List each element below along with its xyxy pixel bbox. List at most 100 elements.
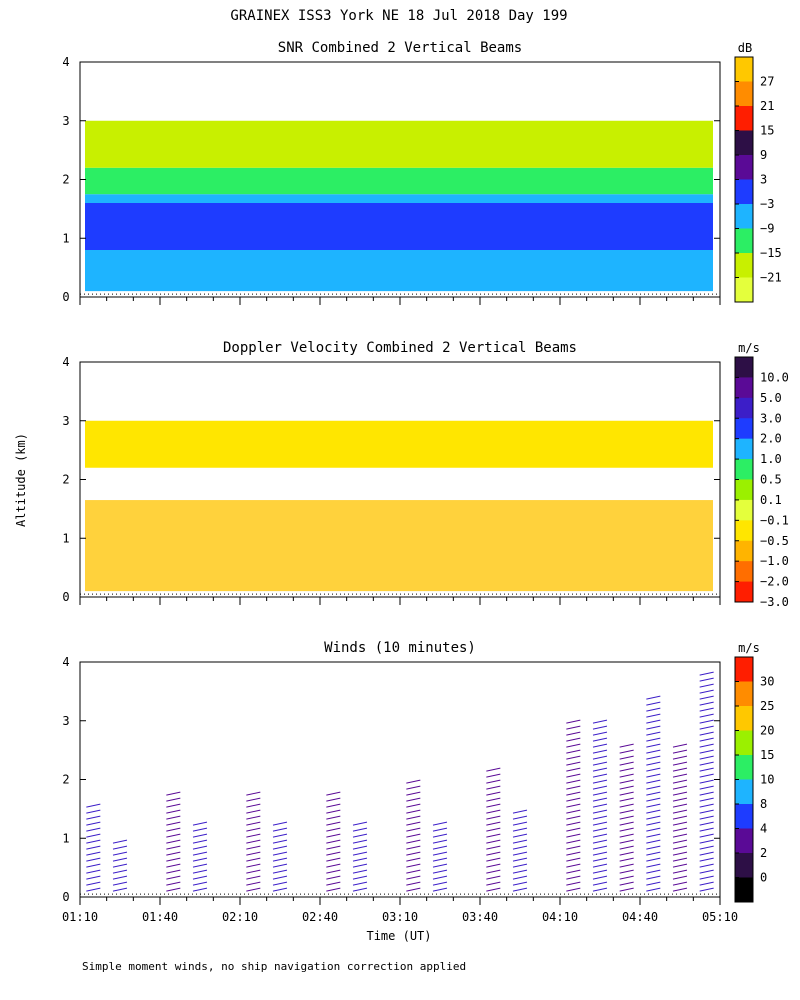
colorbar-label: −2.0 [760, 575, 789, 589]
wind-barb [272, 827, 288, 832]
wind-barb [699, 779, 714, 784]
y-tick-label: 1 [62, 831, 69, 845]
wind-barb [86, 887, 101, 892]
colorbar-label: 10 [760, 773, 774, 787]
wind-barb [619, 773, 634, 778]
wind-barb [646, 773, 661, 778]
wind-barb [646, 875, 661, 880]
wind-barb [566, 845, 581, 850]
wind-barb [619, 833, 634, 838]
colorbar-segment [735, 499, 753, 521]
wind-barb [112, 881, 128, 886]
colorbar-segment [735, 853, 753, 878]
colorbar-segment [735, 681, 753, 707]
doppler-colorbar: 10.0 5.0 3.0 2.0 1.0 0.5 0.1 −0.1 −0.5 −1.0 −2.0 −3… [734, 356, 789, 609]
wind-barb [326, 791, 341, 796]
winds-plot-area [80, 671, 720, 895]
y-tick-label: 1 [62, 231, 69, 245]
colorbar-segment [735, 397, 753, 419]
wind-barb [486, 785, 501, 790]
wind-column-2 [166, 791, 181, 892]
colorbar-segment [735, 657, 753, 682]
wind-barb [699, 767, 714, 772]
y-tick-label: 2 [62, 773, 69, 787]
wind-barb [566, 767, 581, 772]
heatmap-layer-1 [85, 203, 713, 250]
wind-barb [592, 851, 608, 856]
y-tick-label: 3 [62, 714, 69, 728]
wind-barb [246, 881, 261, 886]
wind-barb [246, 809, 261, 814]
wind-barb [699, 881, 714, 886]
wind-barb [699, 827, 714, 832]
wind-barb [672, 749, 688, 754]
wind-column-17 [699, 671, 714, 892]
wind-column-4 [246, 791, 261, 892]
wind-barb [272, 845, 288, 850]
wind-barb [619, 815, 634, 820]
y-tick-label: 0 [62, 290, 69, 304]
colorbar-segment [735, 204, 753, 229]
winds-colorbar-unit: m/s [738, 641, 760, 655]
wind-barb [432, 851, 448, 856]
wind-barb [646, 725, 661, 730]
wind-column-0 [86, 803, 101, 892]
wind-barb [592, 785, 608, 790]
snr-plot-area [80, 120, 720, 295]
wind-barb [566, 833, 581, 838]
wind-barb [352, 851, 368, 856]
wind-barb [672, 851, 688, 856]
wind-barb [166, 803, 181, 808]
wind-barb [192, 869, 208, 874]
wind-barb [486, 827, 501, 832]
wind-barb [432, 887, 448, 892]
wind-barb [112, 869, 128, 874]
wind-barb [486, 767, 501, 772]
wind-column-11 [512, 809, 528, 892]
wind-barb [166, 875, 181, 880]
snr-colorbar-unit: dB [738, 41, 752, 55]
wind-barb [646, 707, 661, 712]
wind-barb [566, 821, 581, 826]
wind-column-6 [326, 791, 341, 892]
winds-y-ticks: 0 1 2 3 4 [62, 655, 720, 904]
wind-barb [672, 857, 688, 862]
wind-barb [192, 833, 208, 838]
wind-barb [699, 677, 714, 682]
wind-barb [592, 719, 608, 724]
wind-barb [352, 875, 368, 880]
wind-barb [672, 833, 688, 838]
wind-barb [646, 839, 661, 844]
wind-barb [699, 839, 714, 844]
wind-barb [406, 881, 421, 886]
wind-barb [406, 797, 421, 802]
wind-barb [699, 869, 714, 874]
wind-barb [246, 851, 261, 856]
wind-barb [646, 779, 661, 784]
colorbar-label: 30 [760, 675, 774, 689]
wind-barb [406, 857, 421, 862]
wind-barb [112, 851, 128, 856]
wind-barb [512, 839, 528, 844]
wind-barb [672, 755, 688, 760]
wind-barb [619, 749, 634, 754]
colorbar-segment [735, 228, 753, 254]
wind-barb [512, 869, 528, 874]
colorbar-label: 2 [760, 846, 767, 860]
wind-barb [699, 683, 714, 688]
colorbar-label: 5.0 [760, 391, 782, 405]
wind-barb [486, 779, 501, 784]
wind-barb [672, 881, 688, 886]
wind-barb [672, 845, 688, 850]
wind-barb [326, 803, 341, 808]
wind-barb [326, 851, 341, 856]
wind-barb [699, 791, 714, 796]
wind-barb [406, 815, 421, 820]
wind-barb [646, 761, 661, 766]
wind-barb [672, 821, 688, 826]
wind-barb [246, 857, 261, 862]
colorbar-label: 4 [760, 822, 767, 836]
wind-barb [699, 803, 714, 808]
wind-barb [566, 785, 581, 790]
wind-barb [566, 881, 581, 886]
